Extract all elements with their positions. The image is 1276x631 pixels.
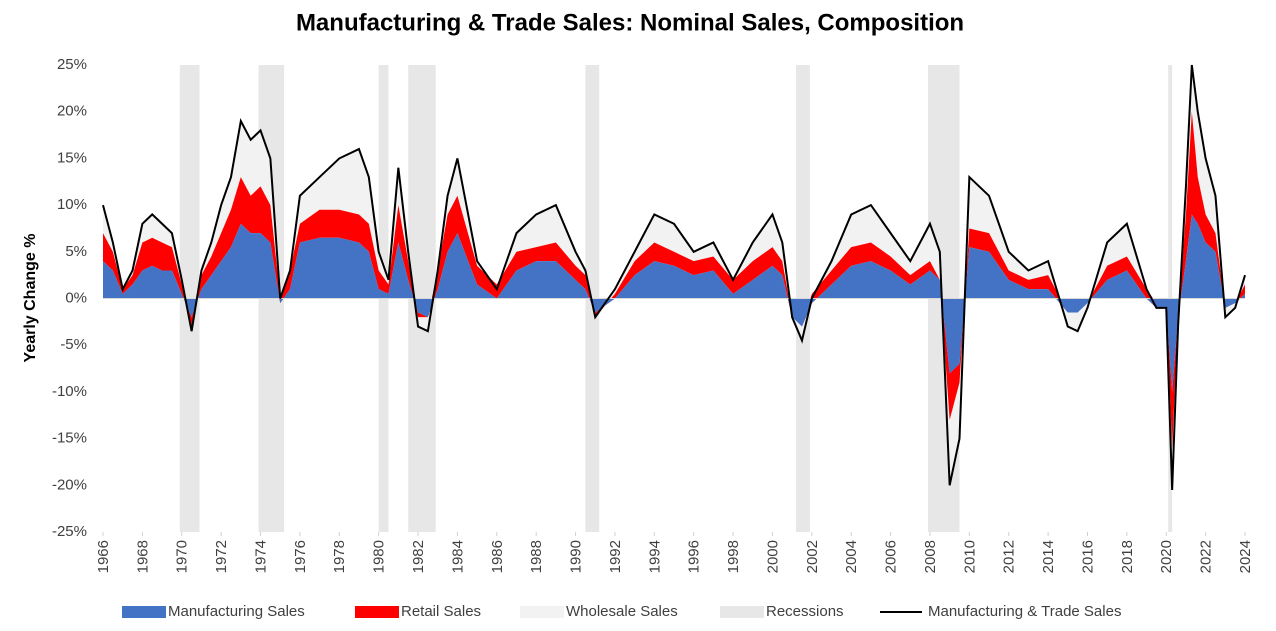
x-tick-label: 1978 — [331, 540, 348, 573]
y-tick-label: 15% — [57, 149, 87, 166]
x-tick-label: 2006 — [883, 540, 900, 573]
x-tick-label: 1972 — [213, 540, 230, 573]
y-axis-title: Yearly Change % — [22, 234, 39, 363]
legend: Manufacturing Sales Retail Sales Wholesale… — [122, 603, 1121, 620]
y-tick-label: 10% — [57, 196, 87, 213]
x-tick-label: 2024 — [1237, 540, 1254, 573]
x-tick-label: 2010 — [961, 540, 978, 573]
x-tick-label: 1966 — [95, 540, 112, 573]
x-tick-label: 2004 — [843, 540, 860, 573]
y-tick-label: 0% — [65, 289, 87, 306]
x-tick-label: 2002 — [804, 540, 821, 573]
x-tick-label: 1986 — [489, 540, 506, 573]
x-tick-label: 2020 — [1158, 540, 1175, 573]
chart-title: Manufacturing & Trade Sales: Nominal Sal… — [296, 9, 964, 36]
y-tick-label: 25% — [57, 56, 87, 73]
legend-swatch — [720, 606, 764, 618]
legend-label: Manufacturing & Trade Sales — [928, 603, 1121, 620]
legend-swatch — [520, 606, 564, 618]
area — [103, 214, 1245, 392]
x-tick-label: 1996 — [686, 540, 703, 573]
area — [103, 65, 1245, 490]
x-tick-label: 2008 — [922, 540, 939, 573]
y-tick-label: 5% — [65, 243, 87, 260]
x-tick-label: 1970 — [174, 540, 191, 573]
x-tick-label: 1974 — [252, 540, 269, 573]
x-tick-label: 1982 — [410, 540, 427, 573]
legend-label: Manufacturing Sales — [168, 603, 305, 620]
x-tick-label: 1994 — [646, 540, 663, 573]
y-tick-label: -5% — [60, 336, 87, 353]
x-tick-label: 2012 — [1001, 540, 1018, 573]
plot-area: 25% 20% 15% 10% 5% 0% -5% -10% -15% -20% -25% 1966 1… — [52, 56, 1254, 573]
x-tick-label: 2014 — [1040, 540, 1057, 573]
x-tick-label: 2018 — [1119, 540, 1136, 573]
line — [102, 64, 1246, 491]
x-tick-label: 2000 — [764, 540, 781, 573]
legend-label: Retail Sales — [401, 603, 481, 620]
y-tick-label: 20% — [57, 103, 87, 120]
x-tick-label: 1992 — [607, 540, 624, 573]
y-tick-label: -15% — [52, 430, 87, 447]
y-tick-label: -10% — [52, 383, 87, 400]
x-tick-label: 1988 — [528, 540, 545, 573]
x-tick-label: 1998 — [725, 540, 742, 573]
legend-swatch — [355, 606, 399, 618]
x-tick-label: 1968 — [134, 540, 151, 573]
x-tick-label: 1984 — [449, 540, 466, 573]
legend-label: Recessions — [766, 603, 844, 620]
y-tick-label: -25% — [52, 523, 87, 540]
legend-label: Wholesale Sales — [566, 603, 678, 620]
x-tick-label: 1990 — [568, 540, 585, 573]
x-tick-label: 1980 — [371, 540, 388, 573]
y-tick-label: -20% — [52, 476, 87, 493]
x-tick-label: 2016 — [1079, 540, 1096, 573]
x-tick-label: 1976 — [292, 540, 309, 573]
legend-swatch — [122, 606, 166, 618]
x-tick-label: 2022 — [1198, 540, 1215, 573]
